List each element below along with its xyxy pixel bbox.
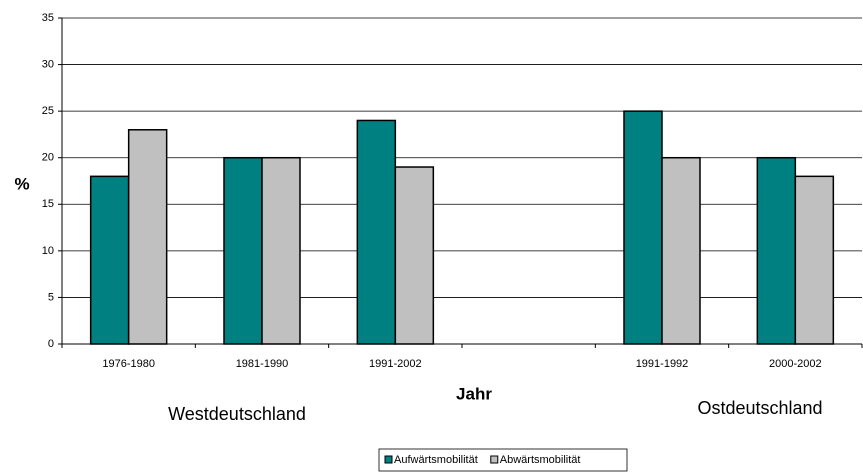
x-tick-label: 1981-1990 (236, 358, 289, 370)
y-tick-label: 10 (42, 245, 54, 257)
y-axis-label: % (14, 174, 29, 193)
annotation: Westdeutschland (168, 404, 306, 424)
legend-swatch (490, 455, 499, 464)
y-tick-label: 0 (48, 338, 54, 350)
bar (89, 175, 130, 345)
x-axis-label: Jahr (456, 384, 492, 403)
x-tick-label: 2000-2002 (769, 358, 822, 370)
legend-box (378, 448, 628, 472)
annotation: Ostdeutschland (697, 398, 822, 418)
bar (661, 156, 701, 345)
bar (261, 156, 301, 345)
y-tick-label: 20 (42, 152, 54, 164)
legend-label: Aufwärtsmobilität (394, 454, 478, 466)
x-tick-label: 1991-2002 (369, 358, 422, 370)
legend-swatch (384, 455, 393, 464)
bar (127, 129, 168, 345)
y-tick-label: 35 (42, 12, 54, 24)
bar (756, 156, 797, 345)
bar (356, 119, 397, 345)
y-tick-label: 15 (42, 198, 54, 210)
y-tick-label: 25 (42, 105, 54, 117)
bar (223, 156, 263, 345)
bar (794, 175, 835, 345)
legend-label: Abwärtsmobilität (500, 454, 581, 466)
y-tick-label: 30 (42, 58, 54, 70)
bar (394, 166, 435, 345)
x-tick-label: 1976-1980 (102, 358, 155, 370)
bar (623, 110, 663, 345)
x-tick-label: 1991-1992 (636, 358, 689, 370)
y-tick-label: 5 (48, 291, 54, 303)
